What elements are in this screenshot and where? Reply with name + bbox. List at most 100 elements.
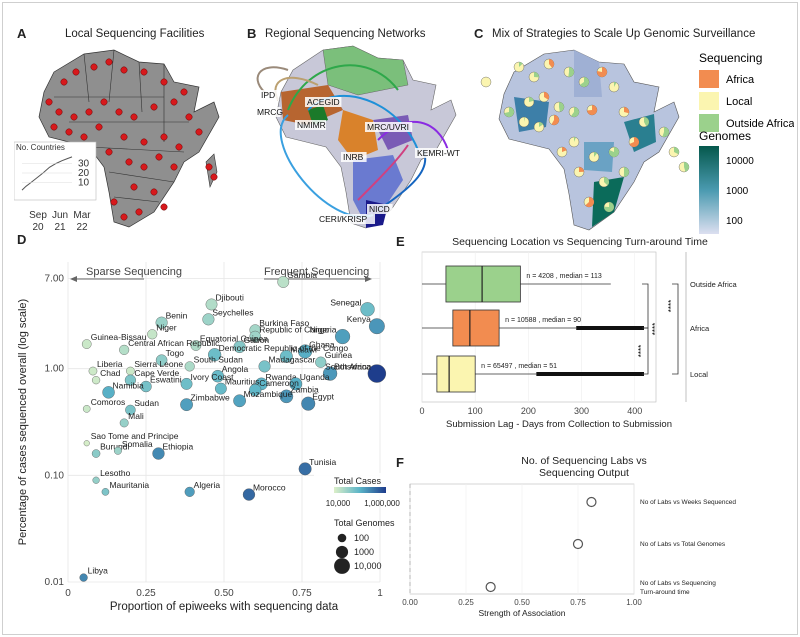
box: [445, 265, 521, 303]
hub-label: INRB: [343, 152, 364, 162]
scatter-point-label: Liberia: [97, 359, 123, 369]
category-label: Turn-around time: [640, 589, 690, 596]
scatter-point-label: Gambia: [287, 270, 317, 280]
africa-map-a: [38, 49, 220, 228]
scatter-point: [279, 350, 293, 363]
facility-point: [125, 158, 133, 166]
scatter-point: [140, 380, 152, 393]
scatter-point: [277, 276, 290, 288]
scatter-point-label: Guinea-Bissau: [91, 332, 147, 342]
box-annotation: n = 4208 , median = 113: [526, 273, 601, 280]
panel-a-title: Local Sequencing Facilities: [65, 28, 205, 40]
facility-point: [65, 128, 73, 136]
scatter-point-label: Gabon: [244, 335, 270, 345]
scatter-point: [258, 360, 271, 373]
dot-point: [572, 538, 584, 550]
scatter-point-label: Madagascar: [269, 354, 316, 364]
scatter-point: [83, 440, 90, 447]
scatter-point: [298, 344, 313, 359]
scatter-point: [125, 404, 136, 416]
scatter-point-label: Mali: [128, 411, 144, 421]
facility-point: [170, 163, 178, 171]
scatter-point: [289, 377, 303, 391]
scatter-point: [180, 377, 193, 390]
category-label: No of Labs vs Total Genomes: [640, 541, 726, 548]
scatter-point: [242, 488, 256, 501]
facility-point: [80, 133, 88, 141]
panel-e-label: E: [396, 234, 405, 249]
x-axis-label: Submission Lag - Days from Collection to…: [446, 419, 672, 430]
scatter-point: [91, 449, 101, 458]
legend-genomes-title: Total Genomes: [334, 518, 395, 528]
scatter-point-label: Egypt: [312, 392, 334, 402]
category-label: Outside Africa: [690, 280, 738, 289]
annotation-sparse: Sparse Sequencing: [86, 266, 182, 278]
scatter-point-label: Nigeria: [310, 325, 337, 335]
scatter-point-label: Eswatini: [150, 375, 182, 385]
scatter-point-label: Central African Republic: [128, 338, 220, 348]
scatter-point-label: Ivory Coast: [191, 372, 235, 382]
scatter-point-label: Zimbabwe: [191, 393, 230, 403]
scatter-point: [360, 302, 375, 317]
scatter-point: [82, 405, 91, 413]
legend-cases-tick: 1,000,000: [364, 499, 400, 508]
legend-label: Local: [726, 96, 752, 108]
category-label: Africa: [690, 324, 710, 333]
scatter-point-label: Burkina Faso: [259, 318, 309, 328]
panel-c-label: C: [474, 26, 484, 41]
y-tick-label: 7.00: [45, 274, 65, 285]
facility-points: [45, 58, 218, 221]
facility-point: [155, 153, 163, 161]
legend-swatch: [699, 114, 719, 132]
facility-point: [130, 183, 138, 191]
scatter-point: [249, 383, 262, 397]
scatter-point-label: Ethiopia: [162, 442, 193, 452]
scatter-point-label: Mauritius: [225, 377, 259, 387]
box: [452, 309, 500, 347]
hub-label: MRCG: [257, 107, 283, 117]
scatter-point-label: Libya: [88, 566, 109, 576]
scatter-point: [322, 366, 338, 381]
hub-label: NMIMR: [297, 120, 326, 130]
scatter-point-label: Guinea: [325, 350, 353, 360]
facility-point: [60, 78, 68, 86]
scatter-point-label: Senegal: [330, 297, 361, 307]
scatter-point: [101, 488, 110, 496]
legend-cases-tick: 10,000: [326, 499, 351, 508]
legend-genomes-bar: [699, 146, 719, 234]
scatter-point-label: Somalia: [122, 439, 153, 449]
scatter-point: [214, 382, 227, 395]
scatter-point: [124, 374, 136, 386]
panel-d-scatter: 0 0.25 0.50 0.75 1 7.00 1.00 0.10 0.01 Proportion…: [17, 262, 400, 613]
legend-genomes-ticks: 10000 1000 100: [726, 156, 754, 227]
facility-point: [72, 68, 80, 76]
x-tick-label: 1.00: [626, 598, 642, 607]
facility-point: [110, 198, 118, 206]
facility-point: [130, 113, 138, 121]
facility-point: [195, 128, 203, 136]
y-axis-label: Percentage of cases sequenced overall (l…: [17, 299, 29, 545]
panel-b-label: B: [247, 26, 257, 41]
inset-curve: [21, 156, 73, 191]
legend-genomes-tick: 10000: [726, 156, 754, 167]
scatter-point-label: Sudan: [134, 398, 159, 408]
scatter-point: [233, 340, 246, 354]
facility-point: [95, 123, 103, 131]
legend-swatch: [699, 70, 719, 88]
scatter-point: [119, 344, 130, 355]
category-label: No of Labs vs Sequencing: [640, 580, 716, 587]
panel-e-title: Sequencing Location vs Sequencing Turn-a…: [452, 236, 708, 248]
scatter-point: [184, 486, 195, 497]
hub-label: KEMRI-WT: [417, 148, 460, 158]
category-label: Local: [690, 370, 708, 379]
scatter-point: [91, 376, 101, 385]
x-tick-label: 0.00: [402, 598, 418, 607]
scatter-point-label: Botswana: [334, 362, 372, 372]
inset-xtick: Sep: [29, 210, 47, 221]
facility-point: [135, 208, 143, 216]
legend-genomes-tick: 1000: [726, 186, 749, 197]
sig-label: ****: [667, 300, 676, 312]
x-axis-label: Strength of Association: [479, 608, 566, 618]
